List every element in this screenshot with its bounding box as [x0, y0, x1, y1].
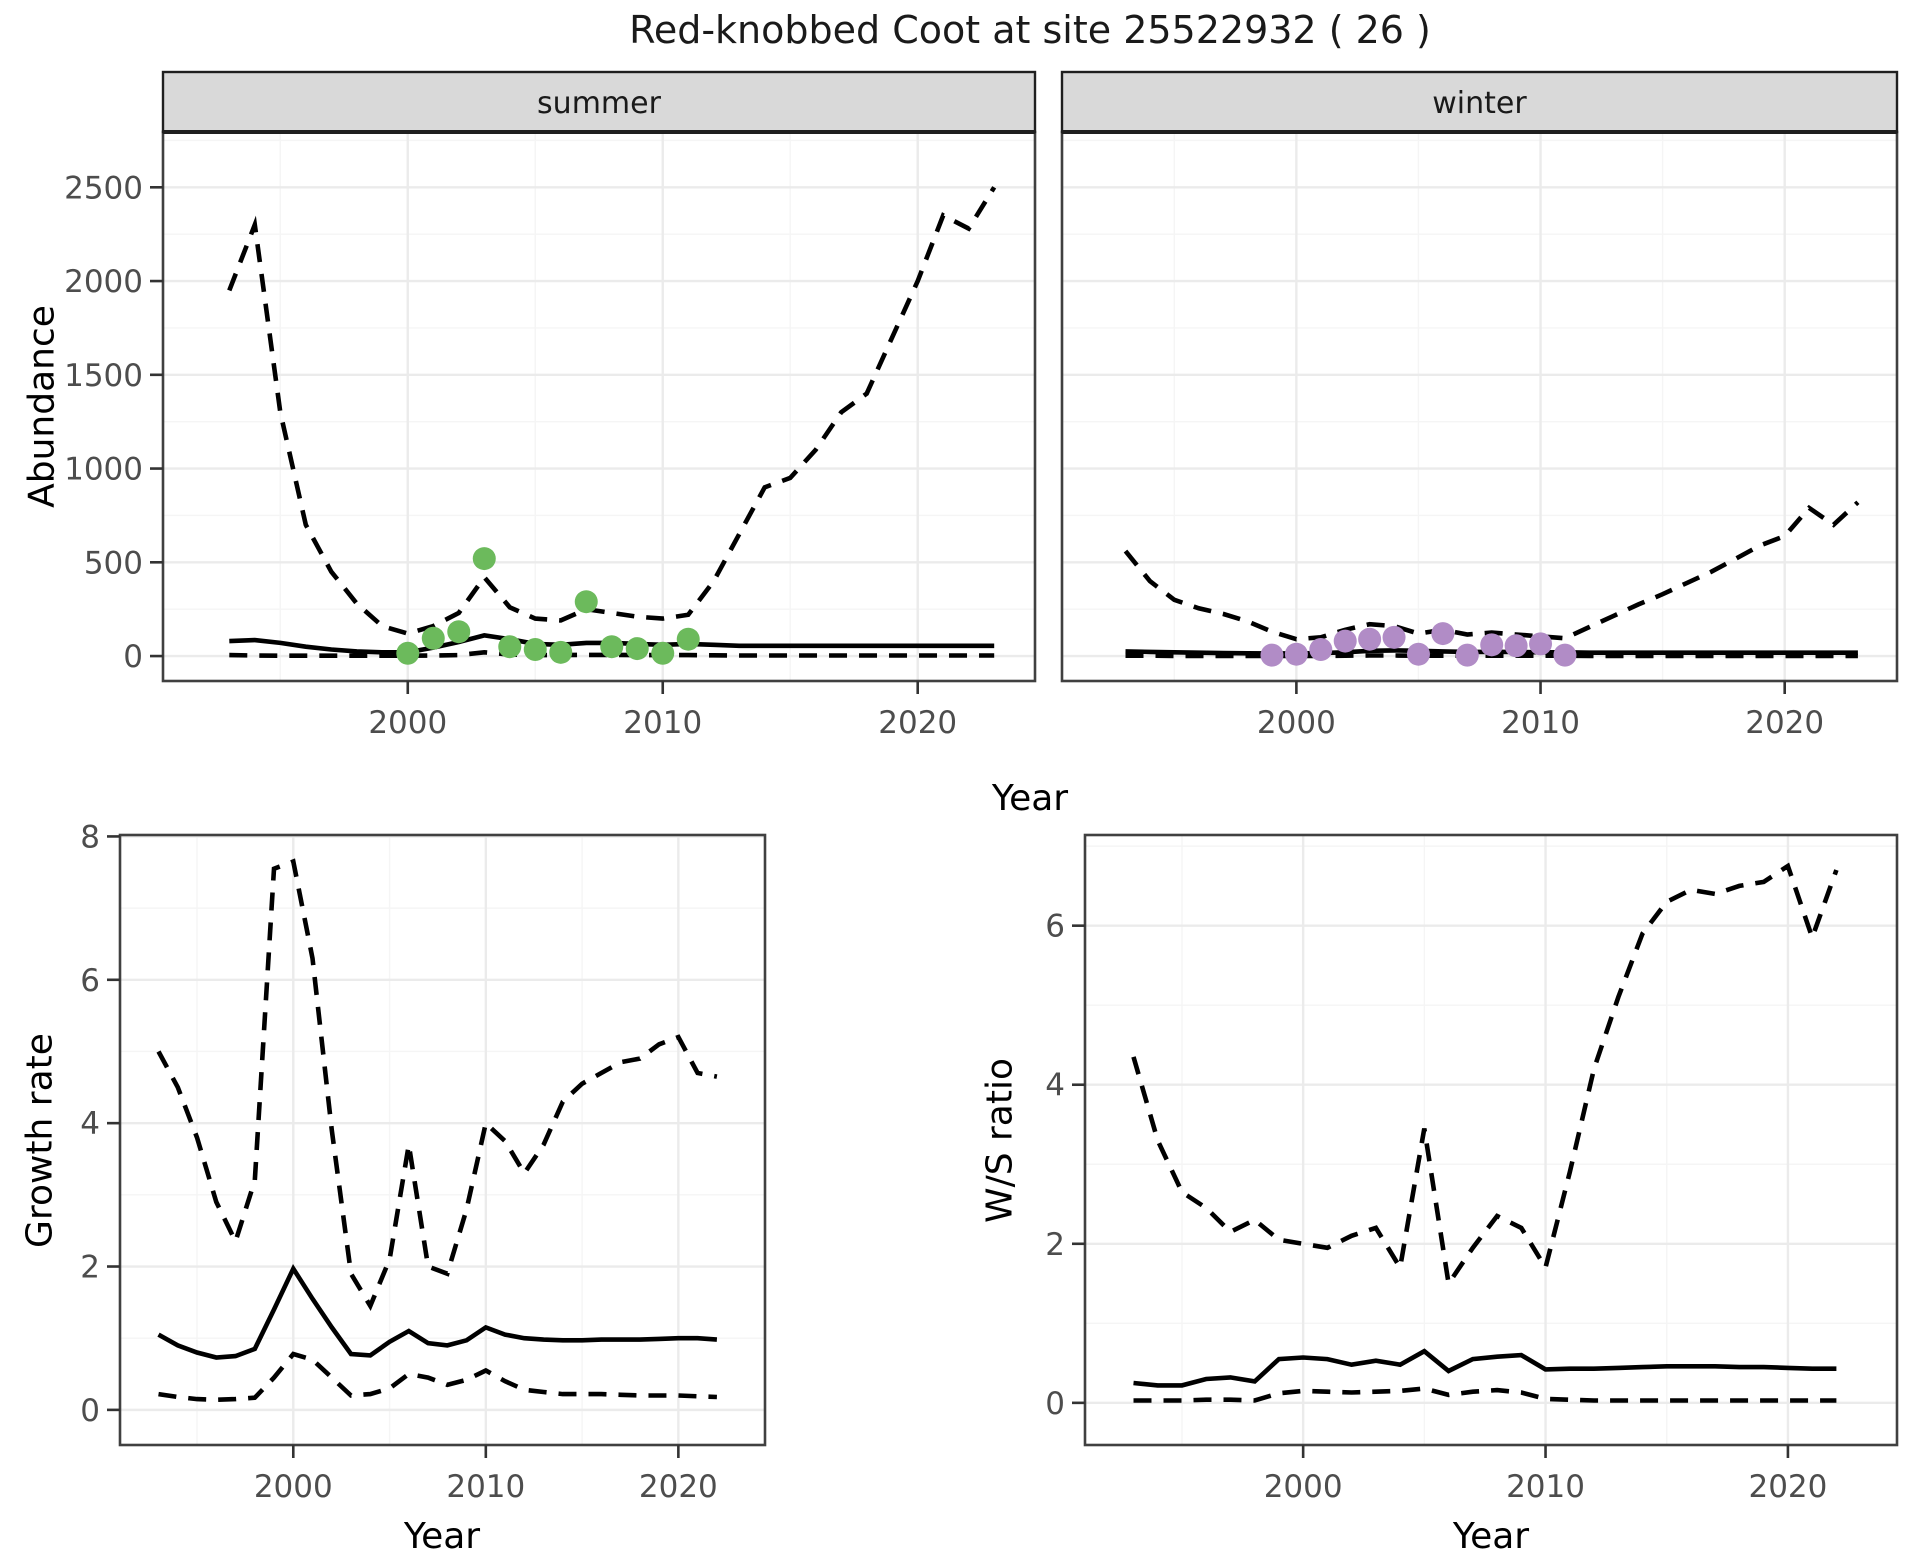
- x-tick-label: 2000: [254, 1469, 333, 1505]
- x-tick-label: 2020: [1745, 705, 1824, 741]
- x-tick-label: 2010: [1506, 1469, 1585, 1505]
- abundance-summer-series: [227, 186, 997, 665]
- y-tick-label: 0: [123, 639, 143, 675]
- growth-rate-panel-bg: [120, 835, 765, 1445]
- summer-observation-marker: [600, 635, 624, 659]
- growth-rate-lower-95ci-line: [158, 1351, 717, 1403]
- summer-observation-marker: [421, 626, 445, 650]
- summer-observation-marker: [574, 590, 598, 614]
- winter-observation-marker: [1284, 642, 1308, 666]
- x-tick-label: 2020: [1748, 1469, 1827, 1505]
- panel-border: [1083, 833, 1899, 1447]
- summer-observation-marker: [651, 641, 675, 665]
- x-tick-label: 2020: [639, 1469, 718, 1505]
- summer-observation-marker: [498, 635, 522, 659]
- winter-observation-marker: [1455, 643, 1479, 667]
- winter-observation-marker: [1382, 625, 1406, 649]
- year-axis-label-top: Year: [991, 778, 1069, 819]
- ws-ratio-panel: 2000 2010 2020 0 2 4 6: [1045, 833, 1899, 1505]
- winter-observation-marker: [1431, 622, 1455, 646]
- winter-observation-marker: [1309, 638, 1333, 661]
- winter-observation-marker: [1553, 643, 1577, 667]
- y-tick-label: 2: [80, 1250, 100, 1286]
- winter-observation-marker: [1480, 633, 1504, 657]
- abundance-summer-panel: summer 2000 2010 2020 0 500 1000 1500 2000 2500: [64, 70, 1037, 741]
- summer-observation-marker: [549, 640, 573, 664]
- abundance-summer-panel-bg: [163, 132, 1035, 681]
- year-axis-label-bottom-left: Year: [403, 1516, 481, 1557]
- x-tick-label: 2000: [1264, 1469, 1343, 1505]
- y-tick-label: 2: [1045, 1227, 1065, 1263]
- abundance-axis-label: Abundance: [21, 305, 63, 508]
- growth-rate-upper-95ci-line: [156, 858, 718, 1312]
- y-tick-label: 6: [80, 963, 100, 999]
- facet-strip: [161, 70, 1037, 134]
- x-tick-label: 2000: [368, 705, 447, 741]
- growth-rate-median-line: [157, 1263, 718, 1360]
- growth-rate-series: [156, 858, 718, 1403]
- summer-observation-marker: [396, 641, 420, 665]
- panel-border: [118, 833, 767, 1447]
- y-tick-label: 8: [80, 819, 100, 855]
- chart-title: Red-knobbed Coot at site 25522932 ( 26 ): [629, 8, 1431, 52]
- ws-ratio-series: [1131, 862, 1839, 1403]
- summer-observation-marker: [676, 627, 700, 651]
- abundance-winter-upper-95ci-line: [1123, 500, 1860, 642]
- x-tick-label: 2010: [446, 1469, 525, 1505]
- y-tick-label: 6: [1045, 909, 1065, 945]
- y-tick-label: 2500: [64, 170, 143, 206]
- winter-observation-marker: [1358, 627, 1382, 651]
- growth-rate-axis-label: Growth rate: [19, 1033, 61, 1248]
- abundance-summer-lower-95ci-line: [229, 649, 995, 659]
- abundance-winter-panel-bg: [1062, 132, 1897, 681]
- abundance-winter-series: [1123, 500, 1860, 667]
- y-tick-label: 1000: [64, 452, 143, 488]
- facet-strip-label: summer: [537, 86, 662, 121]
- summer-observation-marker: [523, 638, 547, 661]
- x-tick-label: 2000: [1257, 705, 1336, 741]
- summer-observation-marker: [625, 637, 649, 661]
- ws-ratio-panel-bg: [1085, 835, 1897, 1445]
- abundance-winter-panel: winter 2000 2010 2020: [1060, 70, 1899, 741]
- x-tick-label: 2020: [878, 705, 957, 741]
- y-tick-label: 500: [84, 545, 143, 581]
- y-tick-label: 1500: [64, 358, 143, 394]
- y-tick-label: 0: [80, 1393, 100, 1429]
- abundance-summer-upper-95ci-line: [227, 186, 997, 636]
- year-axis-label-bottom-right: Year: [1452, 1516, 1530, 1557]
- y-tick-label: 4: [80, 1106, 100, 1142]
- x-tick-label: 2010: [623, 705, 702, 741]
- winter-observation-marker: [1260, 643, 1284, 667]
- y-tick-label: 0: [1045, 1386, 1065, 1422]
- winter-observation-marker: [1529, 632, 1553, 656]
- winter-observation-marker: [1504, 634, 1528, 658]
- growth-rate-panel: 2000 2010 2020 0 2 4 6 8: [80, 819, 767, 1505]
- x-tick-label: 2010: [1501, 705, 1580, 741]
- facet-strip-label: winter: [1432, 86, 1527, 121]
- y-tick-label: 2000: [64, 264, 143, 300]
- ws-ratio-median-line: [1133, 1348, 1837, 1388]
- ws-ratio-axis-label: W/S ratio: [979, 1057, 1021, 1224]
- summer-observation-marker: [447, 620, 471, 644]
- winter-observation-marker: [1406, 642, 1430, 666]
- y-tick-label: 4: [1045, 1068, 1065, 1104]
- summer-observation-marker: [472, 547, 496, 571]
- winter-observation-marker: [1333, 629, 1357, 653]
